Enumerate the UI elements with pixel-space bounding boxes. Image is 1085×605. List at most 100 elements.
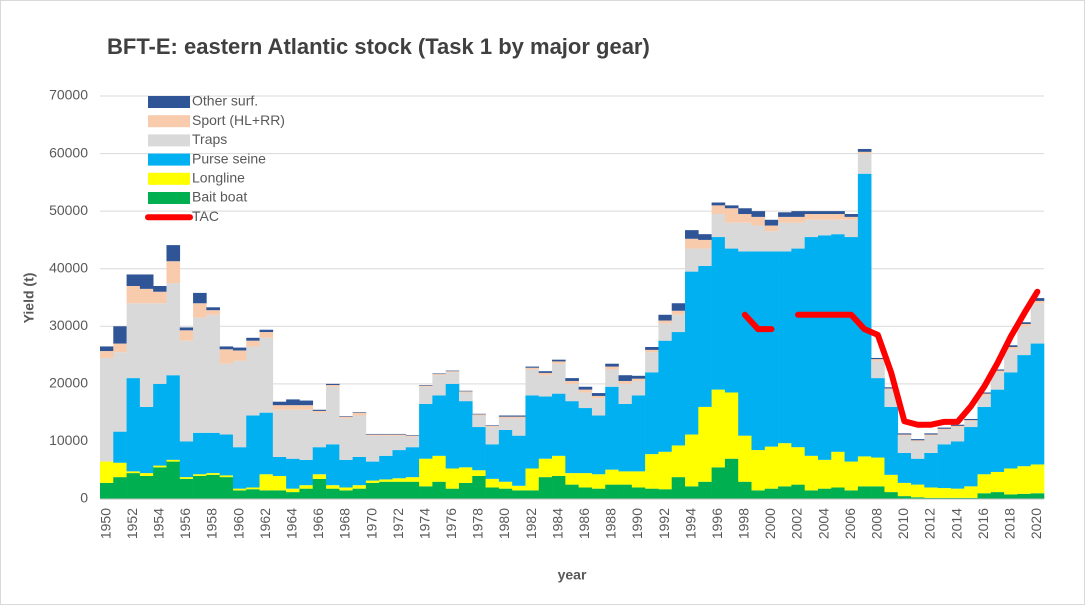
x-tick-label: 1978 [470, 508, 486, 539]
bar-segment [525, 468, 540, 491]
bar-segment [525, 367, 540, 370]
bar-segment [100, 461, 114, 483]
bar-segment [937, 428, 952, 430]
bar-segment [379, 435, 393, 456]
bar-segment [139, 303, 154, 407]
bar-segment [552, 393, 566, 456]
bar-segment [193, 317, 207, 433]
bar-segment [445, 370, 460, 372]
bar-segment [538, 458, 553, 478]
bar-segment [206, 310, 220, 315]
bar-segment [817, 235, 832, 460]
bar-segment [724, 205, 739, 209]
bar-segment [831, 211, 845, 215]
legend-label: Purse seine [192, 150, 266, 166]
bar-segment [139, 406, 154, 474]
bar-segment [1004, 494, 1018, 499]
bar-segment [565, 378, 579, 381]
bar-segment [990, 471, 1005, 493]
bar-segment [924, 433, 938, 435]
bar-segment [844, 461, 859, 491]
bar-segment [512, 415, 526, 417]
bar-segment [286, 492, 300, 499]
bar-segment [392, 433, 407, 435]
x-tick-label: 1992 [656, 508, 672, 539]
bar-segment [964, 486, 978, 498]
bar-segment [897, 496, 912, 499]
bar-segment [445, 488, 460, 499]
bar-segment [711, 202, 726, 206]
bar-segment [405, 477, 420, 482]
bar-segment [817, 459, 832, 489]
bar-segment [578, 408, 593, 474]
legend-label: Traps [192, 131, 227, 147]
bar-segment [525, 395, 540, 469]
bar-segment [232, 447, 247, 489]
bar-segment [312, 474, 327, 479]
bar-segment [272, 401, 287, 406]
bar-segment [578, 473, 593, 488]
bar-segment [1004, 372, 1018, 469]
y-tick-label: 60000 [49, 144, 88, 160]
bar-segment [605, 369, 619, 387]
bar-segment [525, 369, 540, 396]
bar-segment [685, 271, 699, 435]
bar-segment [259, 332, 274, 338]
bar-segment [166, 375, 181, 460]
bar-segment [193, 292, 207, 304]
bar-segment [977, 395, 992, 407]
bar-segment [831, 234, 845, 452]
bar-segment [937, 427, 952, 429]
bar-segment [565, 473, 579, 485]
bar-segment [485, 425, 500, 426]
bar-segment [817, 211, 832, 215]
bar-segment [591, 488, 606, 499]
bar-segment [352, 488, 367, 499]
bar-segment [751, 225, 766, 252]
bar-segment [339, 416, 353, 417]
bar-segment [339, 487, 353, 491]
x-tick-label: 1954 [151, 508, 167, 539]
bar-segment [392, 478, 407, 482]
bar-segment [871, 486, 885, 499]
bar-segment [658, 323, 673, 341]
bar-segment [219, 363, 234, 435]
bar-segment [232, 490, 247, 499]
bar-segment [671, 477, 686, 499]
legend-swatch [148, 153, 190, 166]
bar-segment [791, 484, 805, 499]
bar-segment [552, 455, 566, 476]
bar-segment [698, 406, 712, 482]
bar-segment [565, 380, 579, 384]
bar-segment [924, 435, 938, 453]
bar-segment [724, 248, 739, 393]
x-tick-label: 1998 [736, 508, 752, 539]
bar-segment [458, 390, 473, 392]
bar-segment [100, 346, 114, 352]
bar-segment [964, 420, 978, 422]
bar-segment [631, 487, 646, 499]
bar-segment [658, 340, 673, 452]
bar-segment [778, 212, 792, 217]
bar-segment [1017, 466, 1032, 494]
bar-segment [738, 251, 752, 436]
bar-segment [538, 375, 553, 397]
bar-segment [286, 409, 300, 459]
bar-segment [512, 435, 526, 486]
bar-segment [724, 222, 739, 249]
bar-segment [964, 427, 978, 487]
bar-segment [911, 458, 925, 485]
bar-segment [618, 484, 633, 499]
bar-segment [232, 360, 247, 448]
bar-segment [458, 392, 473, 402]
bar-segment [937, 497, 952, 499]
bar-segment [897, 482, 912, 497]
x-tick-label: 1964 [283, 508, 299, 539]
bar-segment [100, 482, 114, 499]
bar-segment [445, 383, 460, 469]
bar-segment [392, 434, 407, 436]
x-tick-label: 1982 [523, 508, 539, 539]
legend-swatch [148, 172, 190, 185]
bar-segment [392, 450, 407, 479]
bar-segment [552, 363, 566, 394]
